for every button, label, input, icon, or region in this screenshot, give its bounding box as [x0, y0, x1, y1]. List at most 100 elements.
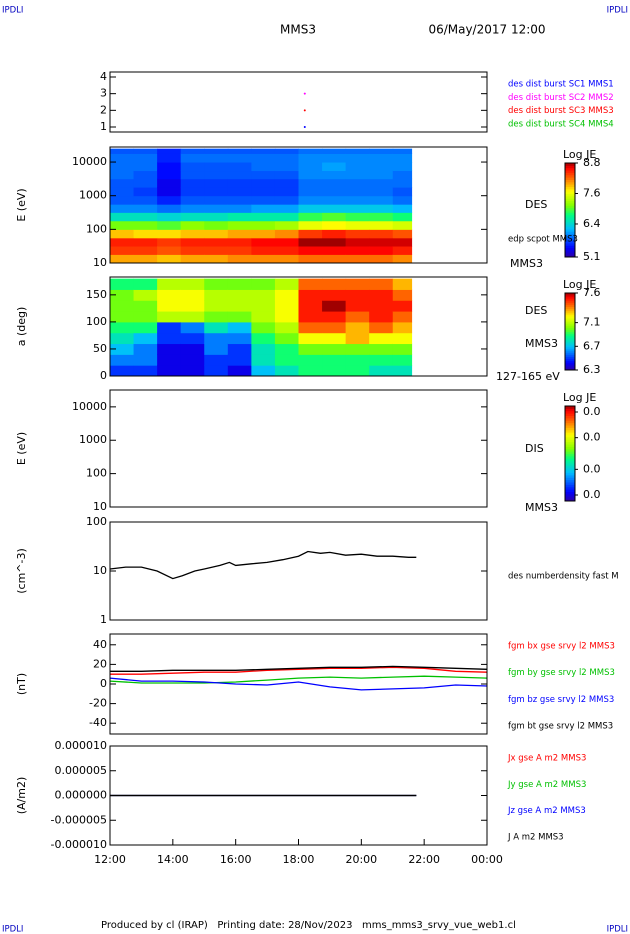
legend-entry: fgm bt gse srvy l2 MMS3 — [508, 722, 613, 732]
heatmap-cell — [274, 195, 299, 205]
heatmap-cell — [322, 278, 347, 290]
heatmap-cell — [392, 311, 413, 323]
heatmap-cell — [180, 212, 205, 222]
colorbar-swatch — [565, 339, 575, 342]
y-tick-label: 0.000010 — [55, 739, 108, 752]
heatmap-cell — [251, 170, 276, 180]
y-tick-label: 10 — [93, 564, 107, 577]
colorbar-tick-label: 6.3 — [583, 363, 601, 376]
series-line — [110, 666, 488, 675]
colorbar-title: Log JE — [563, 391, 596, 404]
panel-label: 127-165 eV — [496, 370, 560, 383]
heatmap-cell — [157, 321, 182, 334]
heatmap-cell — [298, 289, 323, 301]
legend-entry: des dist burst SC1 MMS1 — [508, 80, 614, 90]
y-axis-label: E (eV) — [15, 432, 28, 465]
heatmap-cell — [369, 254, 394, 264]
y-axis-label: (A/m2) — [15, 777, 28, 815]
heatmap-cell — [180, 321, 205, 334]
heatmap-cell — [180, 220, 205, 230]
heatmap-cell — [274, 278, 299, 290]
colorbar-swatch — [565, 496, 575, 500]
colorbar-swatch — [565, 312, 575, 315]
colorbar-swatch — [565, 310, 575, 313]
y-tick-label: 40 — [93, 638, 107, 651]
heatmap-cell — [227, 148, 252, 154]
heatmap-cell — [157, 365, 182, 377]
footer: Produced by cl (IRAP) Printing date: 28/… — [101, 920, 516, 931]
colorbar-swatch — [565, 191, 575, 195]
heatmap-cell — [204, 311, 229, 323]
heatmap-cell — [251, 278, 276, 290]
colorbar-swatch — [565, 417, 575, 421]
colorbar-swatch — [565, 242, 575, 246]
heatmap-cell — [180, 229, 205, 239]
heatmap-cell — [180, 354, 205, 366]
colorbar-swatch — [565, 172, 575, 176]
colorbar-swatch — [565, 491, 575, 495]
colorbar-swatch — [565, 293, 575, 296]
heatmap-cell — [322, 153, 347, 163]
panel-label: MMS3 — [525, 337, 558, 350]
colorbar-swatch — [565, 235, 575, 239]
colorbar-swatch — [565, 325, 575, 329]
title: MMS3 — [280, 23, 316, 37]
heatmap-cell — [322, 204, 347, 213]
heatmap-cell — [322, 343, 347, 355]
scatter-point — [303, 109, 306, 112]
y-tick-label: -20 — [89, 697, 107, 710]
heatmap-cell — [298, 229, 323, 239]
heatmap-cell — [204, 321, 229, 334]
colorbar-swatch — [565, 352, 575, 356]
heatmap-cell — [251, 254, 276, 264]
heatmap-cell — [274, 332, 299, 345]
colorbar-swatch — [565, 205, 575, 209]
heatmap-cell — [227, 153, 252, 163]
colorbar-swatch — [565, 441, 575, 445]
heatmap-cell — [298, 246, 323, 255]
heatmap-cell — [110, 254, 135, 264]
colorbar-swatch — [565, 410, 575, 414]
heatmap-cell — [322, 311, 347, 323]
heatmap-cell — [133, 289, 158, 301]
colorbar-swatch — [565, 474, 575, 478]
heatmap-cell — [392, 148, 413, 154]
panel-label: MMS3 — [510, 257, 543, 270]
heatmap-cell — [227, 195, 252, 205]
heatmap-cell — [110, 204, 135, 213]
heatmap-cell — [110, 187, 135, 197]
colorbar-tick-label: 8.8 — [583, 156, 601, 169]
heatmap-cell — [204, 332, 229, 345]
heatmap-cell — [110, 195, 135, 205]
heatmap-cell — [180, 343, 205, 355]
y-tick-label: 3 — [100, 87, 107, 100]
heatmap-cell — [274, 311, 299, 323]
heatmap-cell — [392, 343, 413, 355]
colorbar-swatch — [565, 302, 575, 306]
heatmap-cell — [251, 321, 276, 334]
heatmap-cell — [204, 278, 229, 290]
heatmap-cell — [298, 321, 323, 334]
heatmap-cell — [345, 365, 370, 377]
colorbar-swatch — [565, 174, 575, 178]
heatmap-cell — [180, 170, 205, 180]
heatmap-cell — [251, 229, 276, 239]
heatmap-cell — [322, 162, 347, 172]
y-tick-label: 10000 — [72, 155, 107, 168]
heatmap-cell — [204, 229, 229, 239]
colorbar-swatch — [565, 422, 575, 426]
colorbar-tick-label: 0.0 — [583, 462, 601, 475]
colorbar-swatch — [565, 331, 575, 334]
heatmap-cell — [298, 237, 323, 247]
date: 06/May/2017 12:00 — [428, 23, 545, 37]
panel-label: MMS3 — [525, 501, 558, 514]
colorbar-swatch — [565, 210, 575, 213]
colorbar-swatch — [565, 364, 575, 367]
heatmap-cell — [157, 148, 182, 154]
heatmap-cell — [369, 153, 394, 163]
heatmap-cell — [345, 343, 370, 355]
panel-frame — [109, 633, 488, 735]
colorbar-swatch — [565, 439, 575, 443]
colorbar-swatch — [565, 163, 575, 166]
heatmap-cell — [298, 170, 323, 180]
